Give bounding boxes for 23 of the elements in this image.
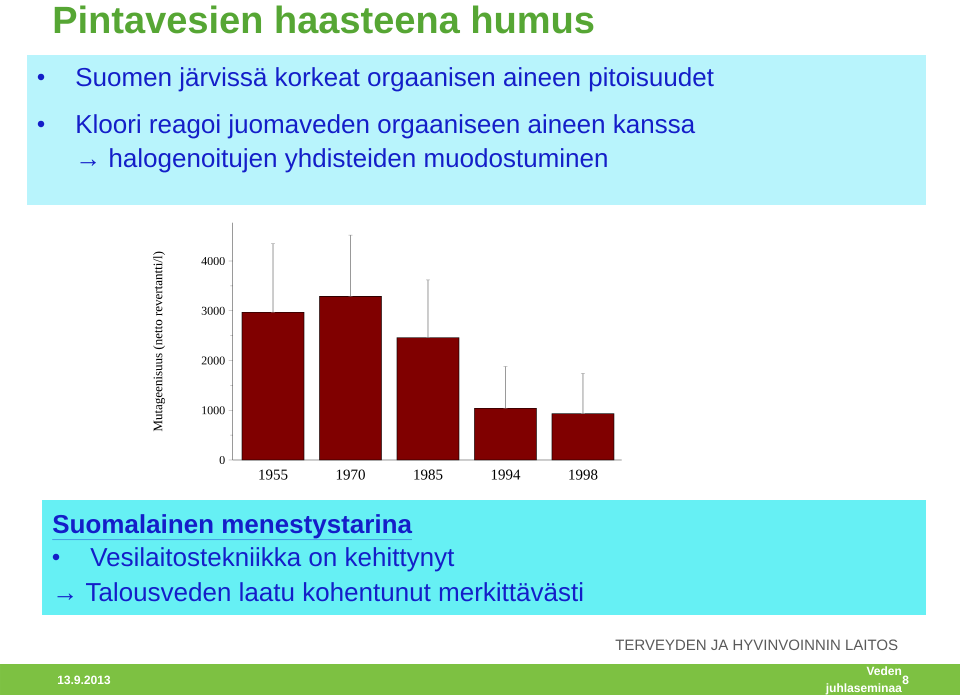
x-tick-label: 1955	[259, 470, 288, 480]
text: → Talousveden laatu kohentunut merkittävästi	[58, 582, 582, 602]
x-tick-label: 1970	[336, 470, 365, 480]
chart-title: Pintavesien haasteena humus	[54, 5, 594, 34]
y-tick-label: 3000	[202, 306, 225, 315]
text: Vesilaitostekniikka on kehittynyt	[90, 547, 454, 572]
text: Suomen järvissä korkeat orgaanisen aineen pitoisuudet	[76, 67, 714, 92]
text: Kloori reagoi juomaveden orgaaniseen aineen kanssa	[77, 114, 696, 138]
text: TERVEYDEN JA HYVINVOINNIN LAITOS	[616, 640, 898, 650]
y-tick-label: 1000	[202, 406, 225, 414]
text: juhlaseminaa	[826, 683, 902, 694]
x-tick-label: 1998	[569, 470, 598, 480]
x-tick-label: 1994	[492, 470, 520, 480]
text: → halogenoitujen yhdisteiden muodostuminen	[80, 148, 607, 172]
text: 13.9.2013	[58, 676, 110, 684]
text: Veden	[866, 666, 902, 676]
y-tick-label: 2000	[202, 356, 225, 365]
y-tick-label: 4000	[201, 256, 225, 266]
text: 8	[902, 676, 909, 684]
y-tick-label: 0	[220, 456, 225, 464]
x-tick-label: 1985	[414, 470, 442, 480]
y-axis-title: Mutageenisuus (netto revertantti/l)	[153, 252, 165, 432]
text: Suomalainen menestystarina	[52, 514, 412, 538]
